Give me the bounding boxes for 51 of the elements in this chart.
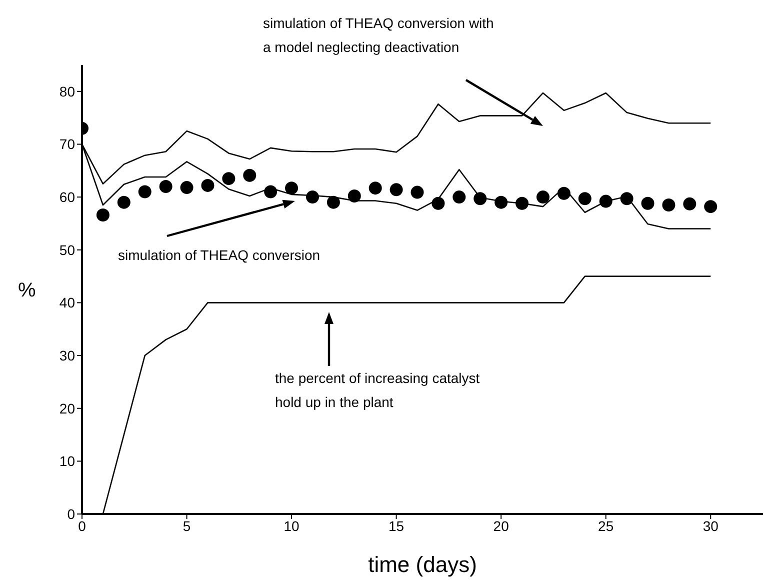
point: [410, 186, 424, 199]
x-tick-label: 10: [284, 518, 300, 534]
x-tick-label: 15: [388, 518, 404, 534]
point: [285, 182, 298, 195]
point: [620, 192, 634, 206]
x-tick-label: 5: [182, 518, 191, 534]
y-tick-label: 0: [67, 506, 76, 522]
y-tick-label: 10: [59, 453, 76, 470]
point: [557, 186, 570, 200]
y-tick-label: 50: [59, 242, 76, 258]
point: [222, 172, 236, 186]
point: [578, 192, 592, 206]
point: [474, 192, 487, 206]
point: [264, 185, 278, 198]
point: [452, 190, 466, 204]
point: [536, 190, 550, 204]
point: [432, 196, 445, 210]
point: [117, 196, 130, 209]
x-tick-label: 30: [702, 518, 719, 534]
point: [704, 200, 718, 214]
point: [368, 182, 382, 195]
y-tick-label: 30: [59, 348, 76, 364]
point: [516, 196, 529, 210]
y-tick-label: 60: [59, 189, 76, 206]
y-tick-label: 20: [59, 400, 76, 416]
y-tick-label: 70: [59, 136, 76, 152]
point: [683, 197, 696, 210]
point: [662, 198, 676, 212]
text: simulation of THEAQ conversion with a model neglecting deactivation: [263, 15, 494, 55]
x-tick-label: 20: [493, 518, 510, 534]
point: [138, 185, 152, 198]
y-axis-title: %: [18, 280, 36, 302]
point: [641, 196, 654, 210]
annotation: the percent of increasing catalyst hold up in the plant: [275, 370, 480, 410]
point: [390, 183, 403, 196]
y-tick-label: 80: [59, 83, 76, 100]
point: [306, 190, 319, 204]
x-axis-title: time (days): [368, 552, 477, 577]
x-tick-label: 0: [78, 518, 86, 534]
point: [201, 178, 214, 192]
point: [326, 196, 340, 209]
point: [180, 181, 194, 194]
y-tick-label: 40: [59, 294, 76, 311]
point: [96, 208, 110, 222]
point: [243, 168, 256, 182]
point: [348, 190, 361, 202]
point: [599, 194, 612, 208]
point: [159, 180, 172, 193]
annotation: simulation of THEAQ conversion: [118, 247, 320, 263]
x-tick-label: 25: [598, 518, 614, 534]
point: [494, 196, 508, 209]
